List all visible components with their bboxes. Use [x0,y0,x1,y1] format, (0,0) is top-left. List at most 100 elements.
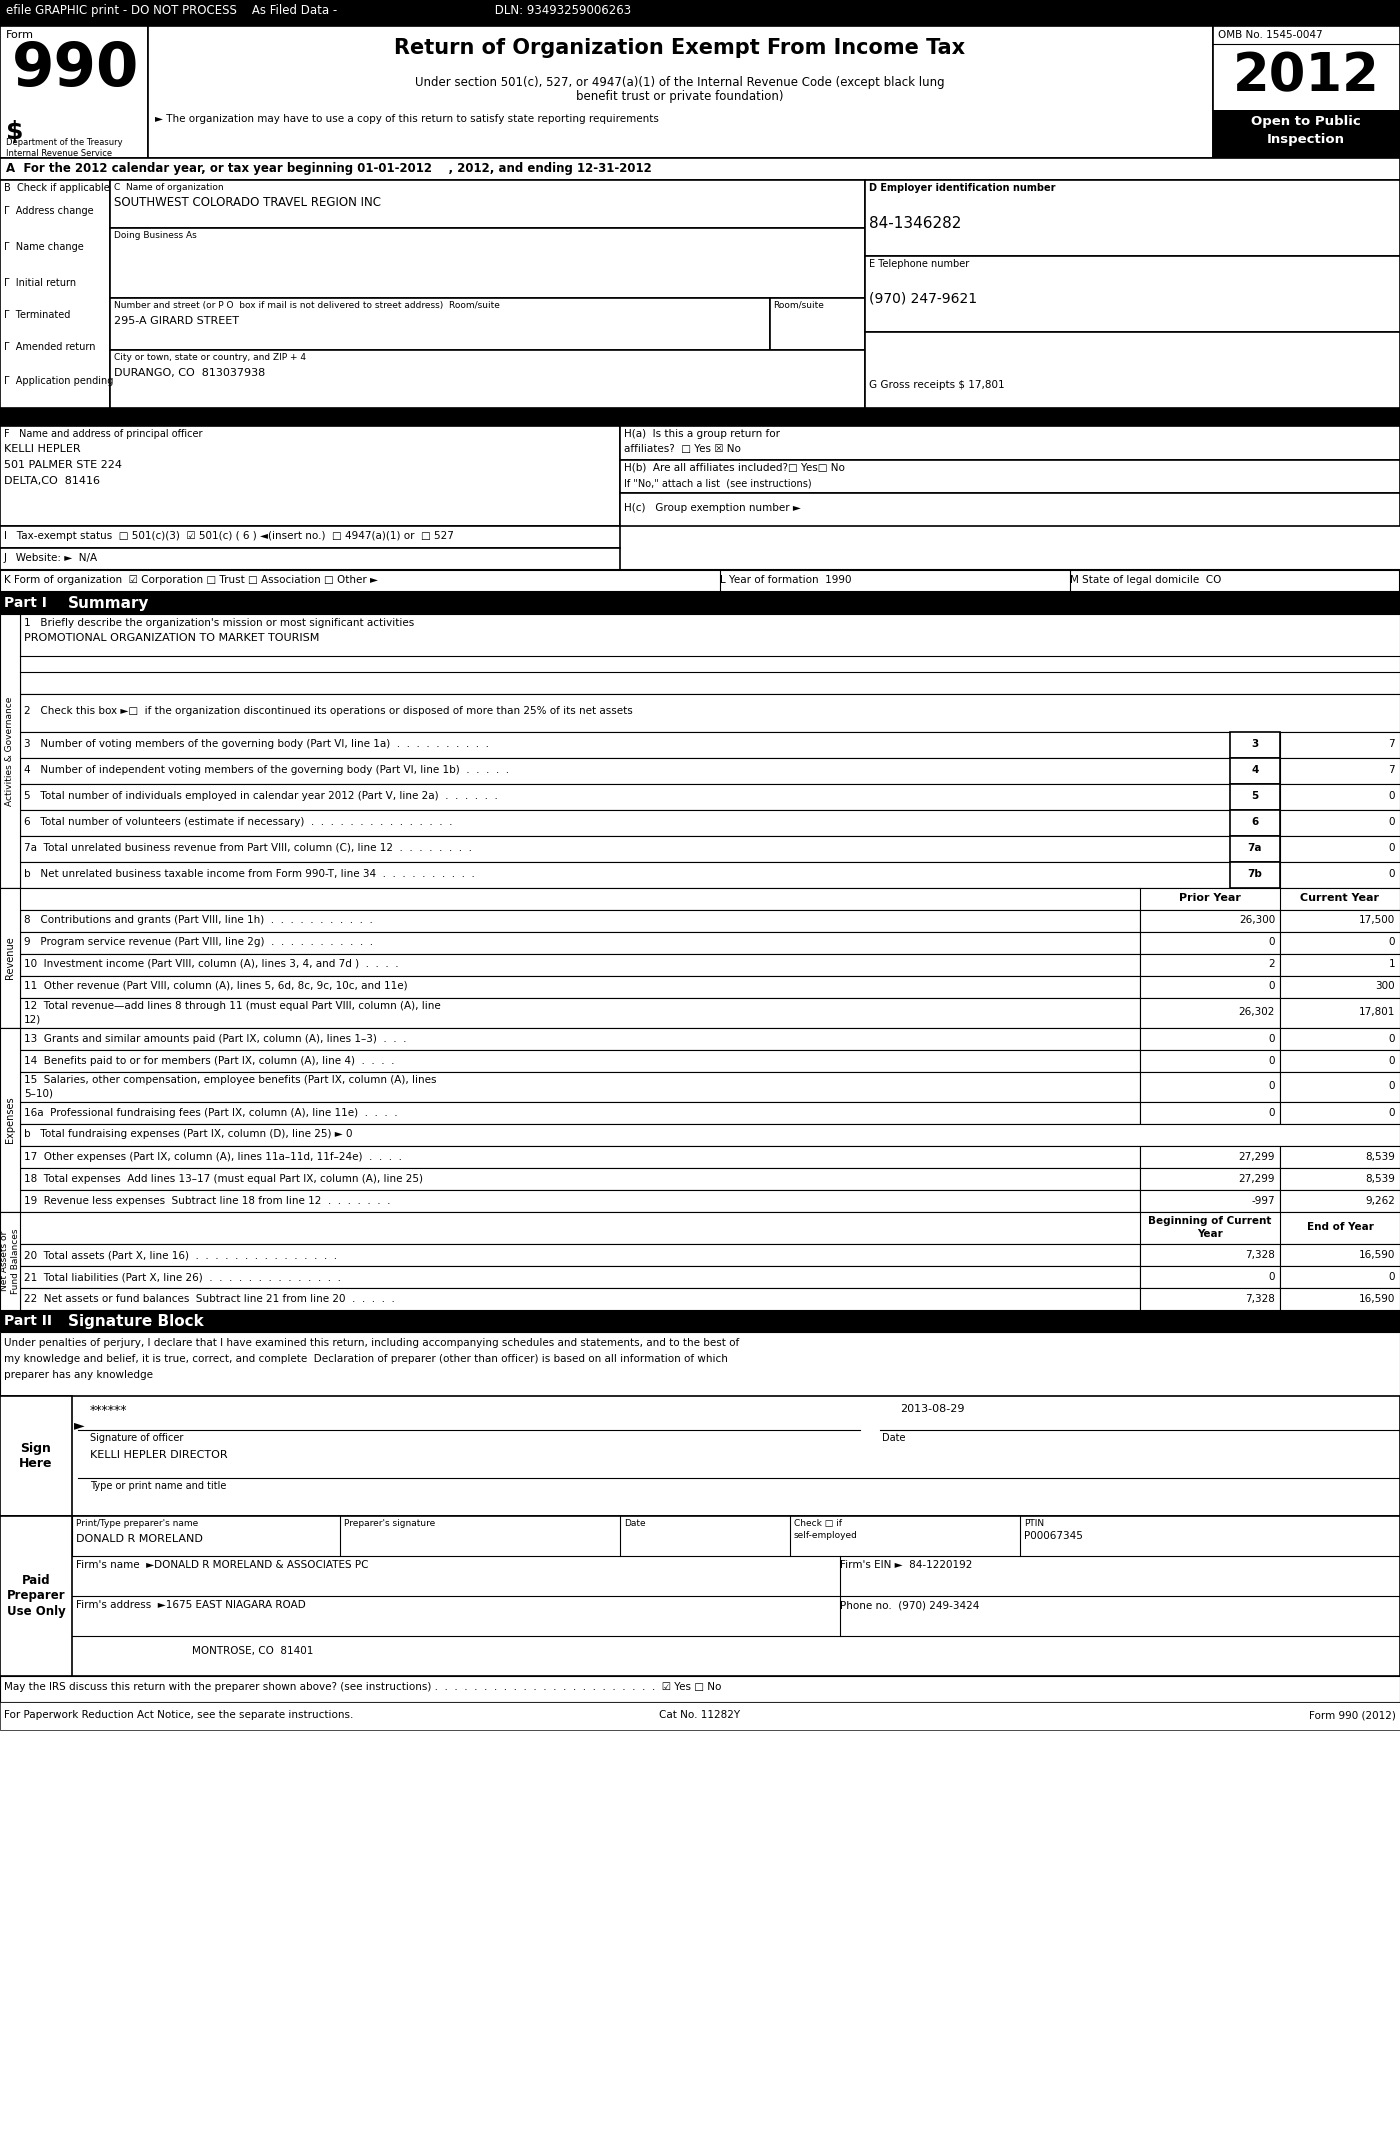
Bar [20,837,1231,862]
Text: Date: Date [624,1518,645,1529]
Text: 8,539: 8,539 [1365,1173,1394,1184]
Bar [1280,1243,1400,1267]
Bar [20,1145,1140,1169]
Text: ******: ****** [90,1403,127,1418]
Bar [0,426,620,526]
Bar [0,1211,20,1309]
Text: Signature of officer: Signature of officer [90,1433,183,1443]
Bar [0,999,20,1028]
Bar [20,1073,1140,1103]
Text: Part II: Part II [4,1314,52,1328]
Bar [1140,1267,1280,1288]
Text: Beginning of Current: Beginning of Current [1148,1216,1271,1226]
Text: b   Total fundraising expenses (Part IX, column (D), line 25) ► 0: b Total fundraising expenses (Part IX, c… [24,1128,353,1139]
Bar [1280,1028,1400,1050]
Text: 16,590: 16,590 [1358,1250,1394,1260]
Text: 27,299: 27,299 [1239,1173,1275,1184]
Bar [1231,758,1280,783]
Text: E Telephone number: E Telephone number [869,260,969,268]
Bar [20,732,1231,758]
Text: 0: 0 [1389,1056,1394,1067]
Text: 0: 0 [1268,1082,1275,1090]
Bar [0,1028,20,1050]
Text: 17,801: 17,801 [1358,1007,1394,1018]
Bar [1140,975,1280,999]
Text: Check □ if: Check □ if [794,1518,841,1529]
Bar [20,613,1400,694]
Text: 26,302: 26,302 [1239,1007,1275,1018]
Bar [20,1288,1140,1309]
Text: 8   Contributions and grants (Part VIII, line 1h)  .  .  .  .  .  .  .  .  .  . : 8 Contributions and grants (Part VIII, l… [24,915,372,924]
Text: Γ  Name change: Γ Name change [4,243,84,251]
Bar [1280,837,1400,862]
Text: Phone no.  (970) 249-3424: Phone no. (970) 249-3424 [840,1601,980,1610]
Bar [865,181,1400,255]
Bar [0,526,620,547]
Bar [20,954,1140,975]
Bar [1140,1190,1280,1211]
Bar [1140,1050,1280,1073]
Bar [1280,862,1400,888]
Text: 0: 0 [1268,981,1275,990]
Text: Γ  Address change: Γ Address change [4,207,94,215]
Text: efile GRAPHIC print - DO NOT PROCESS    As Filed Data -                         : efile GRAPHIC print - DO NOT PROCESS As … [6,4,631,17]
Text: 501 PALMER STE 224: 501 PALMER STE 224 [4,460,122,471]
Text: self-employed: self-employed [794,1531,858,1539]
Bar [0,409,1400,426]
Bar [0,1050,20,1073]
Bar [1280,1103,1400,1124]
Bar [20,909,1140,933]
Text: 0: 0 [1389,792,1394,801]
Text: D Employer identification number: D Employer identification number [869,183,1056,194]
Bar [1231,837,1280,862]
Bar [148,26,1212,158]
Text: Expenses: Expenses [6,1096,15,1143]
Text: 2   Check this box ►□  if the organization discontinued its operations or dispos: 2 Check this box ►□ if the organization … [24,707,633,715]
Bar [620,426,1400,460]
Bar [0,1073,20,1103]
Text: 5: 5 [1252,792,1259,801]
Text: May the IRS discuss this return with the preparer shown above? (see instructions: May the IRS discuss this return with the… [4,1682,721,1693]
Text: Part I: Part I [4,596,46,611]
Text: preparer has any knowledge: preparer has any knowledge [4,1369,153,1380]
Text: 84-1346282: 84-1346282 [869,215,962,232]
Bar [1212,26,1400,158]
Bar [0,547,620,571]
Text: Under penalties of perjury, I declare that I have examined this return, includin: Under penalties of perjury, I declare th… [4,1337,739,1348]
Bar [770,298,865,349]
Text: Sign
Here: Sign Here [20,1441,53,1469]
Bar [1140,909,1280,933]
Bar [1280,1190,1400,1211]
Bar [0,1211,1400,1243]
Bar [20,1028,1140,1050]
Text: 2013-08-29: 2013-08-29 [900,1403,965,1414]
Bar [0,909,20,933]
Text: DONALD R MORELAND: DONALD R MORELAND [76,1535,203,1544]
Bar [0,1397,1400,1516]
Text: H(a)  Is this a group return for: H(a) Is this a group return for [624,430,780,439]
Bar [1140,954,1280,975]
Bar [0,1397,71,1516]
Text: M State of legal domicile  CO: M State of legal domicile CO [1070,575,1221,585]
Text: 5   Total number of individuals employed in calendar year 2012 (Part V, line 2a): 5 Total number of individuals employed i… [24,792,498,801]
Bar [0,1516,1400,1676]
Text: 9,262: 9,262 [1365,1196,1394,1205]
Text: H(b)  Are all affiliates included?□ Yes□ No: H(b) Are all affiliates included?□ Yes□ … [624,462,844,473]
Bar [20,1190,1140,1211]
Bar [0,888,1400,909]
Bar [0,888,20,1028]
Text: Date: Date [882,1433,906,1443]
Text: 20  Total assets (Part X, line 16)  .  .  .  .  .  .  .  .  .  .  .  .  .  .  .: 20 Total assets (Part X, line 16) . . . … [24,1250,337,1260]
Text: G Gross receipts $ 17,801: G Gross receipts $ 17,801 [869,379,1005,390]
Bar [111,181,865,228]
Text: 7: 7 [1389,764,1394,775]
Text: 14  Benefits paid to or for members (Part IX, column (A), line 4)  .  .  .  .: 14 Benefits paid to or for members (Part… [24,1056,395,1067]
Text: 18  Total expenses  Add lines 13–17 (must equal Part IX, column (A), line 25): 18 Total expenses Add lines 13–17 (must … [24,1173,423,1184]
Text: P00067345: P00067345 [1023,1531,1082,1541]
Text: DELTA,CO  81416: DELTA,CO 81416 [4,477,99,485]
Bar [0,975,20,999]
Text: $: $ [6,119,24,145]
Bar [0,1190,20,1211]
Text: C  Name of organization: C Name of organization [113,183,224,192]
Text: affiliates?  □ Yes ☒ No: affiliates? □ Yes ☒ No [624,445,741,453]
